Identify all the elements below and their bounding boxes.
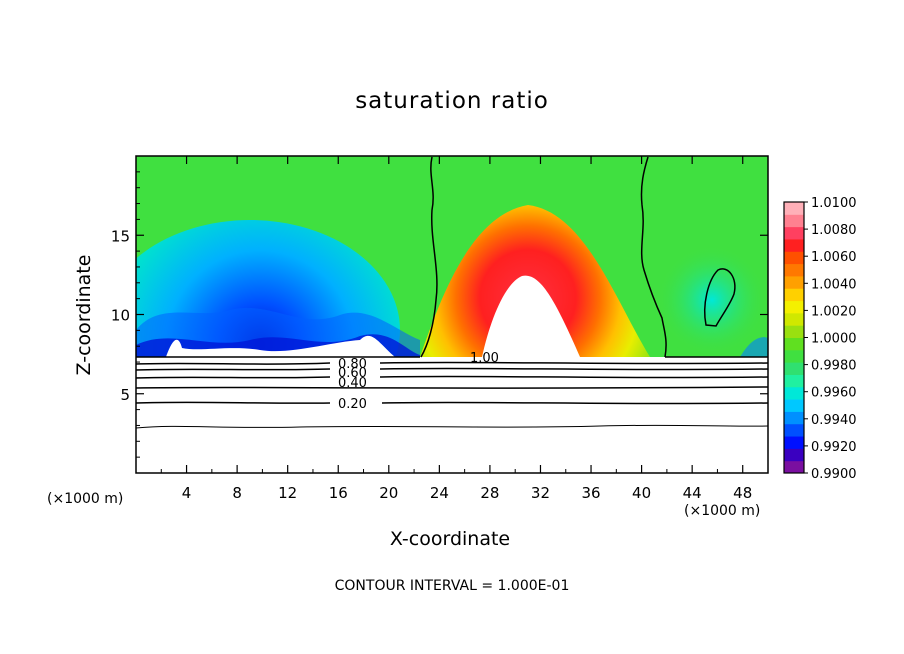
contour-1-left xyxy=(420,156,438,358)
colorbar-swatch xyxy=(784,275,804,289)
colorbar-swatch xyxy=(784,226,804,240)
y-axis-label: Z-coordinate xyxy=(73,254,95,376)
x-tick-label: 44 xyxy=(683,484,702,502)
x-axis: 4 8 12 16 20 24 28 32 36 40 44 48 xyxy=(160,156,752,502)
colorbar-swatch xyxy=(784,202,804,215)
colorbar-swatch xyxy=(784,300,804,314)
x-tick-label: 12 xyxy=(278,484,297,502)
colorbar-swatch xyxy=(784,349,804,363)
colorbar-swatch xyxy=(784,460,804,474)
x-tick-label: 20 xyxy=(379,484,398,502)
contour-0.40 xyxy=(135,375,769,379)
x-tick-label: 48 xyxy=(733,484,752,502)
contour-label-1.00: 1.00 xyxy=(470,351,499,366)
colorbar-label: 1.0080 xyxy=(811,223,857,238)
x-tick-label: 32 xyxy=(531,484,550,502)
colorbar-swatch xyxy=(784,312,804,326)
contour-0.80 xyxy=(135,361,769,365)
contour-0.30 xyxy=(135,386,769,389)
x-tick-label: 16 xyxy=(329,484,348,502)
colorbar-swatch xyxy=(784,448,804,462)
contour-lines xyxy=(135,156,769,429)
colorbar-swatch xyxy=(784,411,804,425)
colorbar-label: 1.0020 xyxy=(811,304,857,319)
x-tick-label: 40 xyxy=(632,484,651,502)
x-tick-label: 28 xyxy=(480,484,499,502)
x-axis-label: X-coordinate xyxy=(389,528,511,550)
x-unit-label-right: (×1000 m) xyxy=(684,503,761,519)
y-tick-label: 15 xyxy=(111,227,130,245)
colorbar-label: 0.9920 xyxy=(811,440,857,455)
colorbar-swatch xyxy=(784,399,804,412)
colorbar-label: 1.0000 xyxy=(811,332,857,347)
contour-label-0.20: 0.20 xyxy=(338,397,367,412)
contour-1-right xyxy=(640,156,667,358)
contour-labels: 1.00 0.80 0.60 0.40 0.20 xyxy=(338,351,499,412)
colorbar-swatch xyxy=(784,251,804,265)
contour-label-0.40: 0.40 xyxy=(338,376,367,391)
colorbar-label: 1.0040 xyxy=(811,277,857,292)
colorbar-label: 0.9940 xyxy=(811,413,857,428)
colorbar-swatch xyxy=(784,374,804,388)
colorbar-label: 1.0060 xyxy=(811,250,857,265)
y-tick-label: 10 xyxy=(111,307,130,325)
chart-title: saturation ratio xyxy=(355,88,549,114)
heatmap-field xyxy=(136,156,768,473)
contour-label-0.60: 0.60 xyxy=(338,366,367,381)
colorbar-swatch xyxy=(784,263,804,277)
colorbar-swatch xyxy=(784,325,804,338)
contour-interval-note: CONTOUR INTERVAL = 1.000E-01 xyxy=(334,578,570,594)
x-tick-label: 36 xyxy=(581,484,600,502)
colorbar xyxy=(783,201,805,474)
colorbar-label: 0.9980 xyxy=(811,359,857,374)
y-axis: 5 10 15 xyxy=(111,171,768,458)
colorbar-swatch xyxy=(784,238,804,252)
y-tick-label: 5 xyxy=(120,386,130,404)
colorbar-swatch xyxy=(784,337,804,351)
colorbar-swatch xyxy=(784,288,804,302)
colorbar-label: 0.9960 xyxy=(811,386,857,401)
contour-0.10 xyxy=(135,424,769,429)
colorbar-swatch xyxy=(784,362,804,375)
colorbar-label: 0.9900 xyxy=(811,467,857,482)
colorbar-label: 1.0100 xyxy=(811,196,857,211)
x-unit-label-left: (×1000 m) xyxy=(47,491,124,507)
colorbar-labels: 1.0100 1.0080 1.0060 1.0040 1.0020 1.0000 0.99… xyxy=(804,196,857,482)
colorbar-swatch xyxy=(784,436,804,449)
contour-label-0.80: 0.80 xyxy=(338,357,367,372)
contour-1-ring xyxy=(704,268,736,327)
colorbar-swatch xyxy=(784,423,804,437)
colorbar-swatch xyxy=(784,386,804,400)
x-tick-label: 24 xyxy=(430,484,449,502)
x-tick-label: 4 xyxy=(182,484,192,502)
x-tick-label: 8 xyxy=(232,484,242,502)
contour-0.60 xyxy=(135,367,769,371)
contour-0.20 xyxy=(135,401,769,405)
colorbar-swatch xyxy=(784,214,804,228)
